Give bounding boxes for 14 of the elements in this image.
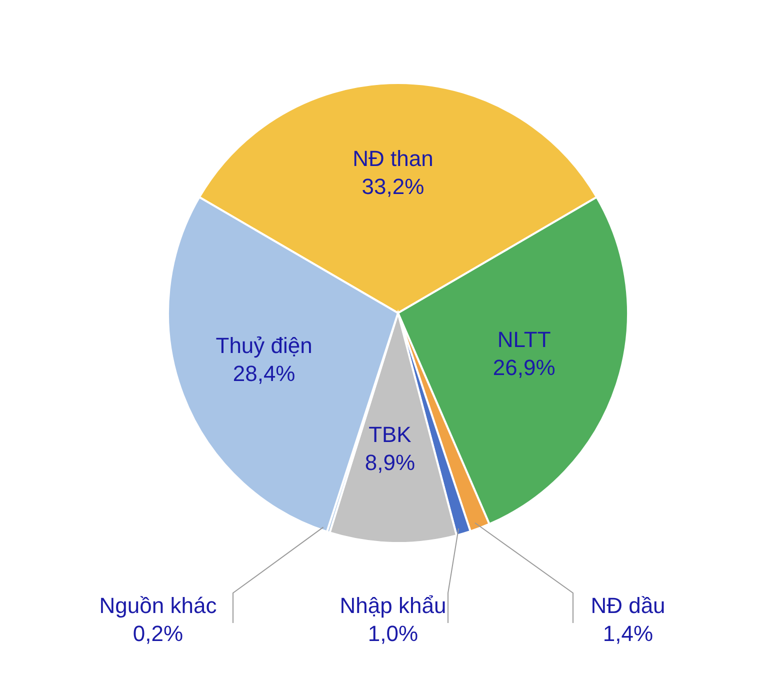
data-label: 8,9% <box>364 450 416 475</box>
slice-label: NLTT <box>497 327 551 352</box>
data-label: 26,9% <box>492 355 556 380</box>
slice-label: Nhập khẩu <box>340 593 446 618</box>
slice-label: Nguồn khác <box>99 593 217 618</box>
data-label: 28,4% <box>232 361 296 386</box>
data-label: 1,0% <box>368 621 418 646</box>
slice-label: Thuỷ điện <box>216 333 312 358</box>
slice-label: NĐ dầu <box>590 593 666 618</box>
slice-label: NĐ than <box>352 146 434 171</box>
data-label: 33,2% <box>362 174 424 199</box>
data-label: 0,2% <box>132 621 184 646</box>
slice-label: TBK <box>368 422 412 447</box>
data-label: 1,4% <box>602 621 654 646</box>
